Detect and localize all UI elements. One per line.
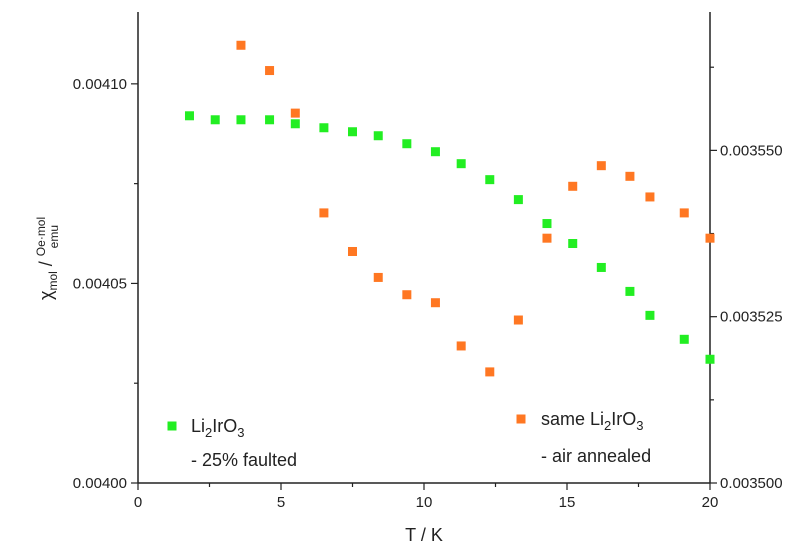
annealed-data-point — [430, 298, 440, 308]
x-tick-label: 5 — [277, 494, 285, 511]
faulted-data-point — [625, 286, 635, 296]
legend-sublabel: - air annealed — [541, 446, 651, 466]
faulted-data-point — [184, 111, 194, 121]
x-tick-label: 10 — [416, 494, 433, 511]
annealed-data-point — [485, 367, 495, 377]
left-tick-label: 0.00410 — [73, 76, 127, 93]
data-points — [184, 40, 715, 377]
x-tick-label: 15 — [559, 494, 576, 511]
annealed-data-point — [542, 233, 552, 243]
legend-marker — [516, 414, 526, 424]
faulted-data-point — [348, 127, 357, 137]
annealed-data-point — [645, 192, 655, 202]
annealed-data-point — [290, 108, 300, 118]
annealed-data-point — [568, 181, 578, 191]
annealed-data-point — [265, 66, 275, 76]
faulted-data-point — [645, 310, 655, 320]
legend: Li2IrO3 - 25% faulted same Li2IrO3 - air an… — [167, 409, 651, 470]
right-tick-label: 0.003525 — [720, 309, 783, 326]
legend-marker — [167, 421, 177, 431]
faulted-data-point — [513, 195, 523, 205]
x-axis: 0 5 10 15 20 — [134, 483, 719, 511]
faulted-data-point — [402, 139, 412, 149]
faulted-data-point — [596, 262, 606, 272]
faulted-data-point — [542, 219, 552, 229]
annealed-data-point — [402, 290, 412, 300]
x-tick-label: 20 — [702, 494, 719, 511]
legend-sublabel: - 25% faulted — [191, 450, 297, 470]
faulted-data-point — [290, 119, 300, 129]
left-y-axis: 0.00400 0.00405 0.00410 — [73, 76, 138, 492]
annealed-data-point — [596, 161, 606, 171]
faulted-data-point — [430, 147, 440, 157]
annealed-data-point — [319, 208, 329, 218]
faulted-data-point — [265, 115, 275, 125]
annealed-data-point — [513, 315, 523, 325]
faulted-data-point — [456, 159, 466, 169]
annealed-data-point — [373, 272, 383, 282]
annealed-data-point — [236, 40, 246, 50]
x-tick-label: 0 — [134, 494, 142, 511]
right-tick-label: 0.003550 — [720, 142, 783, 159]
faulted-data-point — [236, 115, 246, 125]
faulted-data-point — [568, 239, 578, 249]
left-tick-label: 0.00405 — [73, 275, 127, 292]
legend-label: Li2IrO3 — [191, 416, 244, 440]
faulted-data-point — [485, 175, 495, 185]
faulted-data-point — [705, 354, 715, 364]
faulted-data-point — [679, 334, 689, 344]
annealed-data-point — [456, 341, 466, 351]
left-y-axis-title: χmol / Oe·molemu — [34, 217, 61, 300]
faulted-data-point — [210, 115, 220, 125]
right-tick-label: 0.003500 — [720, 475, 783, 492]
right-y-axis: 0.003500 0.003525 0.003550 — [710, 66, 783, 492]
faulted-data-point — [373, 131, 383, 141]
annealed-data-point — [625, 171, 635, 181]
annealed-data-point — [679, 208, 689, 218]
faulted-data-point — [319, 123, 329, 133]
legend-label: same Li2IrO3 — [541, 409, 644, 433]
x-axis-title: T / K — [405, 525, 443, 545]
annealed-data-point — [705, 233, 715, 243]
left-tick-label: 0.00400 — [73, 475, 127, 492]
axis-titles: T / K χmol / Oe·molemu — [34, 217, 443, 545]
annealed-data-point — [348, 246, 357, 256]
